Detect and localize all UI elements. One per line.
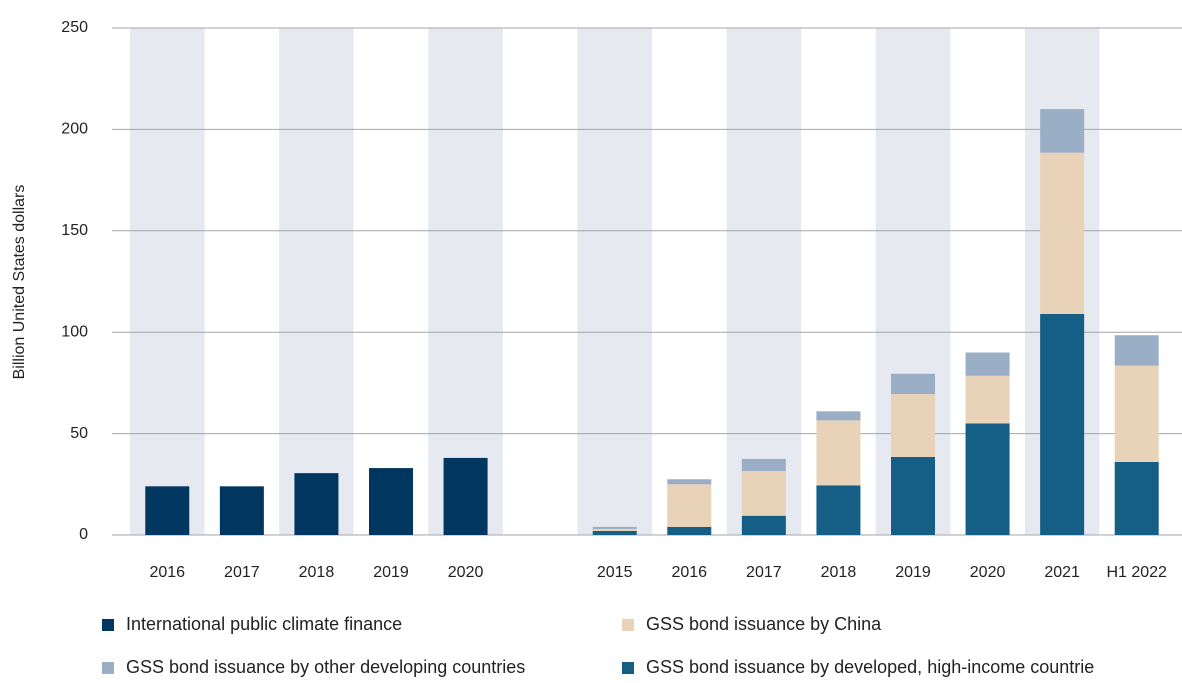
x-tick-label: 2016 xyxy=(149,564,185,581)
legend-text: GSS bond issuance by other developing co… xyxy=(126,657,525,677)
y-tick-label: 150 xyxy=(61,222,88,239)
x-tick-label: 2018 xyxy=(299,564,335,581)
band xyxy=(577,28,652,535)
band xyxy=(279,28,354,535)
band xyxy=(130,28,205,535)
bar-segment xyxy=(741,471,786,516)
bar-segment xyxy=(1114,461,1159,535)
bar-segment xyxy=(891,373,935,395)
bar-segment xyxy=(592,530,637,535)
bar-segment xyxy=(741,515,786,535)
y-tick-label: 200 xyxy=(61,121,88,138)
legend-text: International public climate finance xyxy=(126,614,402,634)
legend-text: GSS bond issuance by China xyxy=(646,614,882,634)
bar-segment xyxy=(891,394,935,457)
bar-segment xyxy=(667,479,712,485)
x-tick-label: 2020 xyxy=(970,564,1006,581)
bar-segment xyxy=(816,411,861,421)
y-tick-label: 100 xyxy=(61,323,88,340)
bar-segment xyxy=(443,457,488,535)
x-tick-label: 2016 xyxy=(671,564,707,581)
y-tick-label: 250 xyxy=(61,19,88,36)
x-tick-label: 2017 xyxy=(746,564,782,581)
x-tick-label: 2020 xyxy=(448,564,484,581)
y-tick-label: 50 xyxy=(70,425,88,442)
bar-segment xyxy=(1114,335,1159,366)
bar-segment xyxy=(667,526,712,535)
bar-segment xyxy=(891,456,935,535)
bar-segment xyxy=(741,458,786,472)
bar-segment xyxy=(816,420,861,486)
bar-segment xyxy=(816,485,861,535)
y-tick-label: 0 xyxy=(79,526,88,543)
x-tick-label: 2017 xyxy=(224,564,260,581)
x-tick-label: H1 2022 xyxy=(1106,564,1167,581)
band xyxy=(726,28,802,535)
legend-swatch xyxy=(622,662,634,674)
legend-swatch xyxy=(102,619,114,631)
bar-segment xyxy=(667,484,712,527)
bar-segment xyxy=(1040,152,1085,314)
legend-swatch xyxy=(102,662,114,674)
bar-segment xyxy=(1040,313,1085,535)
bar-segment xyxy=(1040,109,1085,153)
x-tick-label: 2021 xyxy=(1044,564,1080,581)
bar-segment xyxy=(965,423,1010,535)
bar-segment xyxy=(965,352,1010,376)
bar-segment xyxy=(592,528,637,531)
bar-segment xyxy=(592,526,637,529)
bar-segment xyxy=(219,486,264,535)
legend-text: GSS bond issuance by developed, high-inc… xyxy=(646,657,1094,677)
y-axis-label: Billion United States dollars xyxy=(11,185,28,380)
bar-segment xyxy=(1114,365,1159,462)
bar-segment xyxy=(145,486,190,535)
x-tick-label: 2019 xyxy=(895,564,931,581)
legend-swatch xyxy=(622,619,634,631)
bar-segment xyxy=(369,468,413,535)
bar-segment xyxy=(294,473,339,535)
x-tick-label: 2018 xyxy=(821,564,857,581)
x-tick-label: 2015 xyxy=(597,564,633,581)
band xyxy=(428,28,503,535)
bar-segment xyxy=(965,375,1010,424)
background-bands xyxy=(130,28,1100,535)
x-tick-label: 2019 xyxy=(373,564,409,581)
